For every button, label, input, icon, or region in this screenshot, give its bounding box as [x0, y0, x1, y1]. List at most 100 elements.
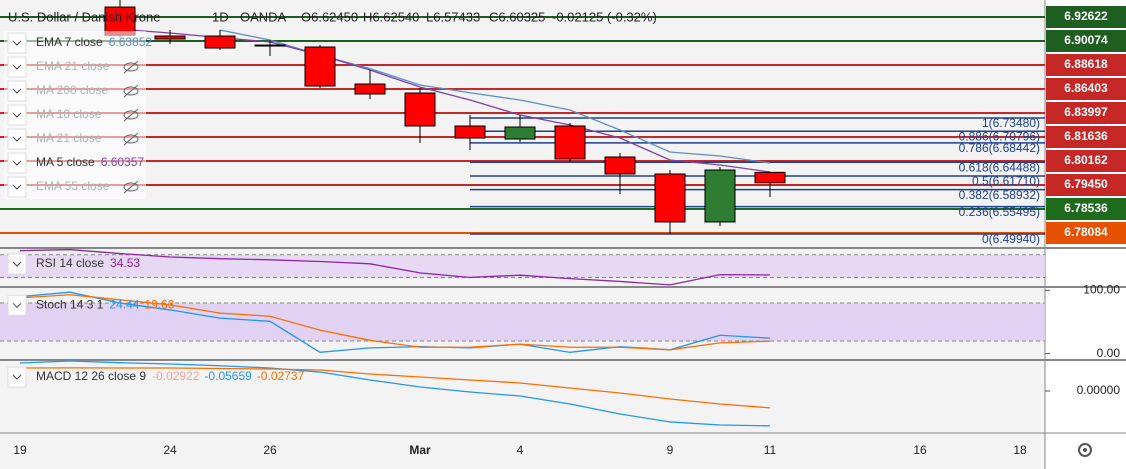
x-tick-label: 16 — [913, 443, 927, 457]
x-tick-label: 19 — [13, 443, 27, 457]
legend-title: MA 5 close — [36, 155, 95, 169]
fib-label: 0.5(6.61710) — [972, 174, 1040, 188]
fib-label: 0.236(6.55495) — [959, 205, 1040, 219]
band — [0, 302, 1045, 341]
legend-panel — [4, 31, 146, 199]
legend-toggle[interactable] — [7, 56, 27, 78]
legend-title: MACD 12 26 close 9 — [36, 369, 146, 383]
y-tick-label: 0.00000 — [1077, 383, 1121, 397]
price-tag-label: 6.78536 — [1064, 201, 1108, 215]
symbol: U.S. Dollar / Danish Krone — [8, 9, 160, 24]
legend-toggle[interactable] — [7, 80, 27, 102]
y-tick-label: 100.00 — [1083, 282, 1120, 296]
legend-toggle[interactable] — [7, 152, 27, 174]
legend-toggle[interactable] — [7, 128, 27, 150]
legend-title: RSI 14 close — [36, 256, 104, 270]
chevron — [12, 302, 22, 309]
price-tag-label: 6.79450 — [1064, 177, 1108, 191]
price-tag-label: 6.88618 — [1064, 57, 1108, 71]
gear[interactable] — [1078, 443, 1092, 457]
close: C6.60325 — [489, 9, 545, 24]
eye-icon[interactable] — [123, 86, 139, 96]
eye-slash — [123, 132, 139, 146]
chevron — [12, 88, 22, 94]
fib-label: 1(6.73480) — [982, 116, 1040, 130]
legend-toggle[interactable] — [7, 176, 27, 198]
legend-toggle[interactable] — [7, 294, 27, 316]
chevron — [12, 64, 22, 70]
chevron — [12, 261, 22, 267]
band — [0, 254, 1045, 278]
chevron — [12, 136, 22, 142]
x-tick-label: 4 — [517, 443, 524, 457]
legend-value: -0.02922 — [152, 369, 200, 383]
legend-title: Stoch 14 3 1 — [36, 297, 104, 311]
chevron — [12, 374, 22, 380]
header: U.S. Dollar / Danish Krone 1D OANDA O6.6… — [8, 9, 657, 24]
price-tag — [1046, 102, 1126, 124]
legend-title: MA 21 close — [36, 131, 102, 145]
eye-slash — [123, 60, 139, 74]
y-tick-label: 0.00 — [1097, 346, 1121, 360]
indicator-line — [19, 360, 771, 427]
price-tag — [1046, 54, 1126, 76]
settings-icon[interactable] — [1078, 443, 1092, 457]
plot-layer: 6.92622 6.90074 6.88618 6.86403 6.83997 6.816… — [0, 0, 1126, 457]
legend-value: -0.02737 — [257, 369, 305, 383]
source: OANDA — [240, 9, 287, 24]
eye-slash — [123, 84, 139, 98]
legend-value: 6.60357 — [101, 155, 145, 169]
legend-toggle[interactable] — [7, 104, 27, 126]
price-tag — [1046, 150, 1126, 172]
candle-body — [104, 6, 136, 36]
price-tag — [1046, 30, 1126, 52]
candle-body — [454, 125, 486, 139]
change: -0.02125 (-0.32%) — [552, 9, 657, 24]
legend-toggle[interactable] — [7, 366, 27, 388]
legend-value: 6.63852 — [109, 35, 153, 49]
indicator-line — [19, 294, 771, 351]
x-tick-label: 11 — [764, 443, 777, 457]
x-tick-label: Mar — [409, 443, 431, 457]
fib-label: 0(6.49940) — [982, 232, 1040, 246]
price-tag-label: 6.80162 — [1064, 153, 1108, 167]
candle-body — [604, 156, 636, 175]
candle-body — [704, 169, 736, 223]
price-tag — [1046, 222, 1126, 244]
price-tag — [1046, 126, 1126, 148]
legend-title: MA 200 close — [36, 83, 108, 97]
eye-icon[interactable] — [123, 110, 139, 120]
eye-icon[interactable] — [123, 62, 139, 72]
legend-value: -0.05659 — [204, 369, 252, 383]
x-tick-label: 24 — [163, 443, 177, 457]
eye-slash — [123, 108, 139, 122]
candle-body — [204, 35, 236, 49]
price-tag-label: 6.78084 — [1064, 225, 1108, 239]
open: O6.62450 — [301, 9, 358, 24]
eye-slash — [123, 180, 139, 194]
high: H6.62540 — [363, 9, 419, 24]
eye-icon[interactable] — [123, 134, 139, 144]
low: L6.57433 — [426, 9, 480, 24]
legend-title: EMA 7 close — [36, 35, 103, 49]
eye-icon[interactable] — [123, 182, 139, 192]
candle-body — [754, 171, 786, 184]
fib-label: 0.618(6.64488) — [959, 160, 1040, 174]
legend-value: 19.63 — [144, 297, 174, 311]
legend-toggle[interactable] — [7, 253, 27, 275]
candle-body — [354, 83, 386, 95]
price-tag-label: 6.92622 — [1064, 9, 1108, 23]
price-tag — [1046, 174, 1126, 196]
x-tick-label: 26 — [263, 443, 277, 457]
chevron — [12, 112, 22, 118]
candle-body — [654, 173, 686, 223]
fib-label: 0.786(6.68442) — [959, 141, 1040, 155]
interval: 1D — [212, 9, 229, 24]
fib-label: 0.382(6.58932) — [959, 188, 1040, 202]
gear-center — [1083, 448, 1087, 452]
price-tag-label: 6.86403 — [1064, 81, 1108, 95]
candle-body — [404, 92, 436, 127]
candle-body — [304, 46, 336, 87]
price-tag — [1046, 198, 1126, 220]
legend-toggle[interactable] — [7, 32, 27, 54]
